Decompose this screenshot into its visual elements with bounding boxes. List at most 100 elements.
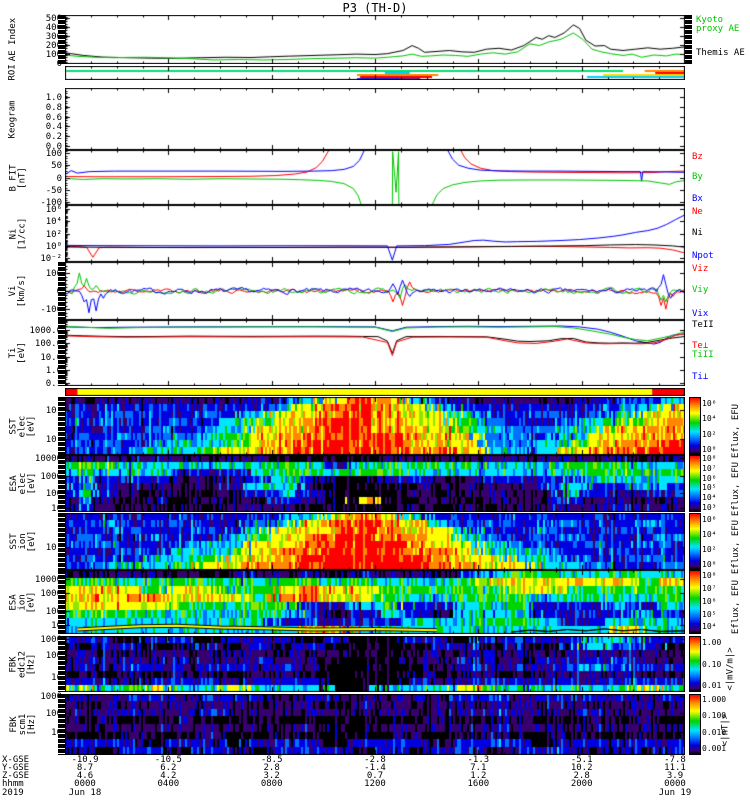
panel-roi-ylabel: ROI: [7, 63, 18, 80]
legend-Ti⊥: Ti⊥: [692, 371, 709, 382]
colorbar-esae: [689, 455, 701, 512]
colorbar-unit-esae: Eflux, EFU: [731, 461, 742, 516]
legend-Te⊥: Te⊥: [692, 340, 709, 351]
ytick-label: 500: [45, 13, 62, 24]
ytick-label: 100: [45, 489, 62, 500]
ytick-label: 100: [45, 49, 62, 60]
ephemeris-value-z: 4.2: [160, 771, 177, 781]
ytick-label: 400: [45, 22, 62, 33]
panel-ni-canvas: [65, 205, 685, 262]
ytick-label: 100: [45, 651, 62, 662]
ephemeris-value-y: 8.7: [76, 763, 94, 773]
legend-Ne: Ne: [692, 206, 703, 217]
panel-ae-leftbar: [58, 15, 65, 64]
colorbar-tick-label: 10⁸: [702, 571, 717, 581]
colorbar-tick-label: 0.010: [702, 727, 727, 737]
colorbar-esai: [689, 570, 701, 634]
ephemeris-value-z: 3.9: [666, 771, 684, 781]
legend-Ni: Ni: [692, 227, 703, 238]
ephemeris-value-x: -10.9: [71, 755, 99, 765]
panel-keo-canvas: [65, 88, 685, 150]
ytick-label: 10: [51, 621, 62, 632]
colorbar-tick-label: 10²: [702, 429, 717, 439]
ephemeris-value-z: 3.2: [263, 771, 280, 781]
colorbar-tick-label: 10⁸: [702, 454, 717, 464]
ytick-label: 0: [16, 287, 62, 297]
colorbar-tick-label: 1.00: [702, 637, 722, 647]
colorbar-unit-esai: Eflux, EFU: [731, 579, 742, 635]
colorbar-tick-label: 10⁶: [702, 596, 717, 606]
ephemeris-value-y: 11.1: [664, 763, 686, 773]
colorbar-tick-label: 10⁶: [702, 473, 717, 483]
ephemeris-value-x: -8.5: [260, 755, 283, 765]
colorbar-tick-label: 10⁷: [702, 583, 717, 593]
ephemeris-value-y: 2.8: [263, 763, 280, 773]
ephemeris-value-date: Jun 18: [68, 788, 102, 798]
ephemeris-value-z: 2.8: [573, 771, 590, 781]
colorbar-tick-label: 10⁴: [702, 622, 717, 632]
legend-Vix: Vix: [692, 308, 709, 319]
ytick-label: 50: [51, 161, 62, 172]
colorbar-unit-fbk2: <|nT|>: [720, 713, 731, 746]
ytick-label: 10⁰: [45, 241, 62, 252]
ytick-label: -50: [45, 185, 62, 196]
ytick-label: 0.6: [45, 112, 62, 123]
ephemeris-value-y: 7.1: [470, 763, 487, 773]
legend-By: By: [692, 172, 703, 183]
colorbar-tick-label: 10⁰: [702, 445, 717, 455]
ytick-label: 10: [51, 504, 62, 514]
colorbar-tick-label: 10⁶: [702, 514, 717, 524]
ytick-label: 0.4: [45, 122, 62, 133]
ephemeris-row-label: hhmm: [2, 779, 24, 789]
colorbar-tick-label: 10⁴: [702, 414, 717, 424]
ytick-label: 0.2: [45, 132, 62, 143]
colorbar-ssti: [689, 513, 701, 570]
ytick-label: 0: [56, 173, 62, 184]
ephemeris-value-y: -1.4: [364, 763, 386, 773]
panel-esai-leftbar: [58, 570, 65, 634]
colorbar-fbk1: [689, 636, 701, 692]
ephemeris-value-date: Jun 19: [658, 788, 692, 798]
colorbar-sste: [689, 397, 701, 455]
ephemeris-row-label: X-GSE: [2, 755, 30, 765]
panel-fbk2-canvas: [65, 694, 685, 755]
ytick-label: 10000: [34, 574, 62, 585]
legend-TeII: TeII: [692, 320, 714, 331]
ephemeris-value-z: 0.7: [366, 771, 384, 781]
ytick-label: 10: [51, 727, 62, 738]
panel-esai-canvas: [65, 570, 685, 634]
ytick-label: 10.0: [40, 352, 62, 363]
ephemeris-value-x: -2.8: [364, 755, 386, 765]
panel-esae-leftbar: [58, 455, 65, 512]
legend-Viz: Viz: [692, 263, 709, 274]
panel-ti-leftbar: [58, 320, 65, 386]
ephemeris-value-x: -10.5: [154, 755, 182, 765]
colorbar-unit-sste: Eflux, EFU: [731, 403, 742, 459]
colorbar-unit-fbk1: <|mV/m|>: [725, 647, 736, 691]
panel-ti-canvas: [65, 320, 685, 386]
panel-fbk1-leftbar: [58, 636, 65, 692]
ytick-label: 10000: [34, 454, 62, 465]
ephemeris-value-y: 10.2: [570, 763, 593, 773]
legend-Viy: Viy: [692, 285, 709, 296]
ytick-label: 100: [45, 148, 62, 159]
ytick-label: 10⁵: [45, 543, 62, 554]
panel-ae-rightbar: [685, 15, 692, 64]
colorbar-tick-label: 10⁷: [702, 464, 717, 474]
panel-flags-canvas: [65, 388, 685, 396]
ytick-label: 300: [45, 31, 62, 42]
ephemeris-value-x: -5.1: [570, 755, 593, 765]
ephemeris-row-label: Y-GSE: [2, 763, 30, 773]
panel-esae-canvas: [65, 455, 685, 512]
ytick-label: 100: [45, 708, 62, 719]
panel-fbk1-canvas: [65, 636, 685, 692]
ytick-label: 1000: [40, 589, 62, 600]
legend-Bx: Bx: [692, 194, 703, 205]
colorbar-tick-label: 0.01: [702, 681, 722, 691]
panel-sste-canvas: [65, 397, 685, 455]
ytick-label: 1000: [40, 472, 62, 483]
panel-ssti-leftbar: [58, 513, 65, 570]
legend-Npot: Npot: [692, 250, 714, 261]
colorbar-tick-label: 10³: [702, 502, 717, 512]
